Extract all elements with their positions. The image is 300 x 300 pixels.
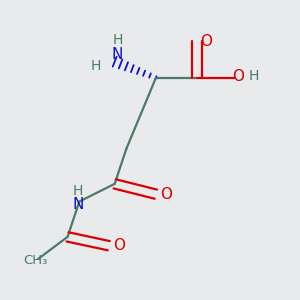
Text: H: H bbox=[90, 59, 101, 73]
Text: O: O bbox=[113, 238, 125, 253]
Text: O: O bbox=[160, 187, 172, 202]
Text: CH₃: CH₃ bbox=[23, 254, 47, 267]
Text: N: N bbox=[72, 197, 83, 212]
Text: N: N bbox=[112, 47, 123, 62]
Text: O: O bbox=[200, 34, 212, 49]
Text: H: H bbox=[112, 33, 123, 46]
Text: H: H bbox=[249, 69, 259, 83]
Text: O: O bbox=[232, 69, 244, 84]
Text: H: H bbox=[73, 184, 83, 198]
